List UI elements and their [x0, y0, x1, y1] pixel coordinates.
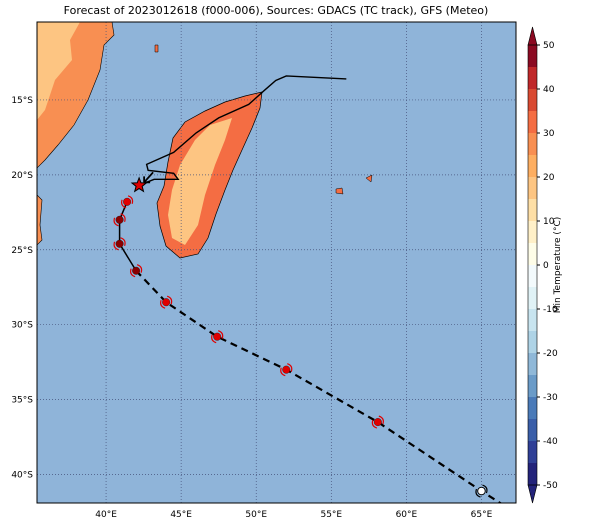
colorbar-segment — [528, 353, 537, 375]
colorbar-extend-top — [527, 26, 538, 46]
y-tick-label: 30°S — [11, 321, 33, 331]
colorbar-tick-label: 50 — [543, 41, 555, 51]
x-tick-label: 60°E — [396, 510, 418, 520]
colorbar-tick-label: 40 — [543, 85, 555, 95]
colorbar-segment — [528, 133, 537, 155]
colorbar-tick-label: 20 — [543, 173, 555, 183]
x-tick-label: 40°E — [95, 510, 117, 520]
storm-arms — [211, 330, 224, 344]
storm-marker — [477, 486, 486, 496]
colorbar-segment — [528, 419, 537, 441]
colorbar-segment — [528, 287, 537, 309]
storm-arms — [475, 484, 488, 498]
colorbar-segment — [528, 111, 537, 133]
storm-marker — [213, 332, 222, 341]
colorbar-extend-bottom — [527, 484, 538, 504]
colorbar-segment — [528, 397, 537, 419]
storm-marker — [282, 365, 291, 374]
storm-marker — [123, 197, 132, 206]
x-tick-label: 50°E — [245, 510, 267, 520]
x-tick-label: 65°E — [471, 510, 493, 520]
colorbar-segment — [528, 265, 537, 287]
colorbar-segment — [528, 441, 537, 463]
x-tick-label: 45°E — [170, 510, 192, 520]
y-tick-label: 35°S — [11, 396, 33, 406]
storm-arms — [280, 363, 293, 377]
colorbar-segment — [528, 331, 537, 353]
observed-track — [138, 75, 347, 186]
colorbar-label: Min Temperature (°C) — [553, 217, 563, 314]
frame — [36, 21, 517, 504]
ocean — [37, 22, 516, 503]
x-tick-label: 55°E — [320, 510, 342, 520]
colorbar-tick-label: -30 — [543, 393, 558, 403]
colorbar-tick-label: 10 — [543, 217, 555, 227]
colorbar-segment — [528, 177, 537, 199]
y-tick-label: 15°S — [11, 96, 33, 106]
storm-arms — [113, 213, 126, 227]
land — [37, 22, 373, 259]
storm-marker — [162, 298, 171, 307]
colorbar-tick-label: -40 — [543, 437, 558, 447]
colorbar-tick-label: -50 — [543, 481, 558, 491]
storm-arms — [160, 295, 173, 309]
colorbar-segment — [528, 155, 537, 177]
storm-arms — [371, 415, 384, 429]
motion-arrow — [143, 171, 154, 184]
colorbar-segment — [528, 375, 537, 397]
colorbar-tick-label: 0 — [543, 261, 549, 271]
storm-marker — [115, 215, 124, 224]
storm-marker — [132, 266, 141, 275]
forecast-track-start — [118, 201, 137, 272]
colorbar-segment — [528, 89, 537, 111]
colorbar-segment — [528, 199, 537, 221]
storm-marker — [373, 418, 382, 427]
title: Forecast of 2023012618 (f000-006), Sourc… — [64, 4, 489, 17]
colorbar-tick-label: 30 — [543, 129, 555, 139]
y-tick-label: 20°S — [11, 171, 33, 181]
colorbar-segment — [528, 67, 537, 89]
y-tick-label: 25°S — [11, 246, 33, 256]
colorbar-segment — [528, 45, 537, 67]
colorbar-segment — [528, 243, 537, 265]
colorbar-tick-label: -10 — [543, 305, 558, 315]
storm-arms — [130, 264, 143, 278]
y-tick-label: 40°S — [11, 471, 33, 481]
storm-arms — [113, 237, 126, 251]
colorbar-segment — [528, 221, 537, 243]
storm-arms — [120, 195, 134, 209]
colorbar-segment — [528, 463, 537, 485]
colorbar-tick-label: -20 — [543, 349, 558, 359]
colorbar-segment — [528, 309, 537, 331]
storm-marker — [115, 239, 124, 248]
